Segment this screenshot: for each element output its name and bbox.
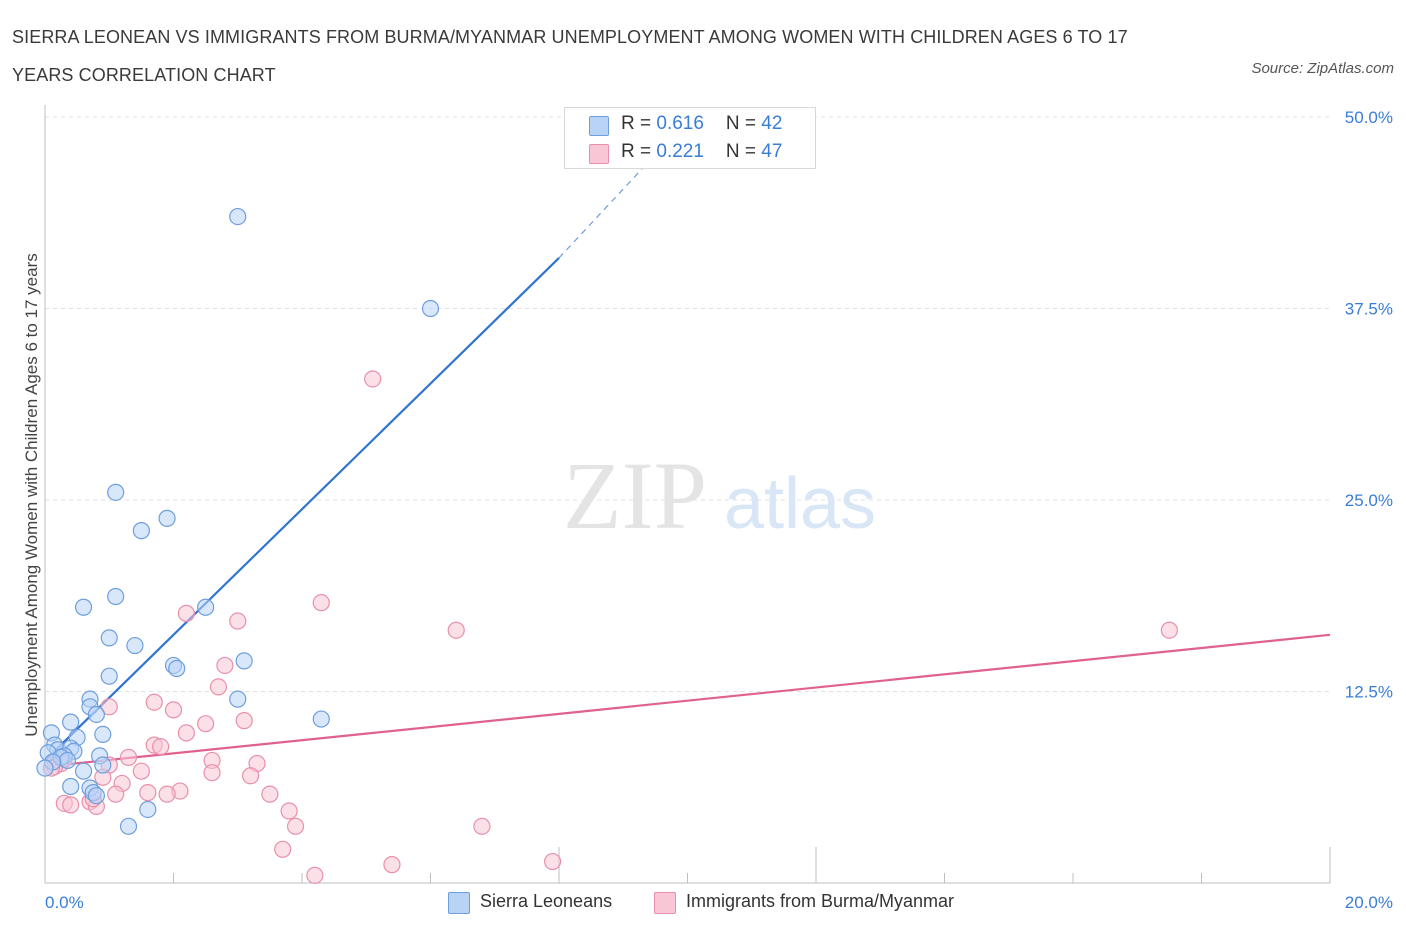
legend-r-label: R = (621, 141, 657, 162)
legend-swatch-blue (589, 116, 609, 136)
bottom-legend-swatch-blue (448, 892, 470, 914)
point-burma (139, 784, 157, 802)
point-burma (164, 701, 183, 719)
y-tick-label: 12.5% (1345, 683, 1393, 702)
point-burma (145, 693, 163, 711)
point-burma (306, 866, 324, 884)
trend-line-sierra-leoneans-extension (558, 161, 650, 259)
point-sierra-leonean (87, 705, 106, 724)
bottom-legend-label: Immigrants from Burma/Myanmar (686, 891, 955, 911)
point-sierra-leonean (62, 777, 80, 796)
point-sierra-leonean (235, 652, 253, 670)
watermark-atlas: atlas (724, 464, 876, 544)
point-burma (177, 724, 195, 742)
point-sierra-leonean (158, 509, 176, 527)
correlation-legend: R = 0.616 N = 42 R = 0.221 N = 47 (564, 107, 816, 169)
point-sierra-leonean (107, 483, 125, 501)
bottom-legend-swatch-pink (654, 892, 676, 914)
point-burma (152, 738, 170, 756)
point-burma (216, 656, 234, 675)
legend-r-value: 0.616 (656, 113, 704, 134)
point-sierra-leonean (229, 207, 247, 226)
point-sierra-leonean (36, 759, 54, 777)
chart-title: SIERRA LEONEAN VS IMMIGRANTS FROM BURMA/… (12, 27, 1128, 85)
point-sierra-leonean (132, 522, 150, 540)
point-burma (274, 840, 292, 858)
point-burma (473, 817, 491, 835)
point-burma (100, 698, 118, 716)
point-burma (261, 785, 279, 803)
point-burma (242, 767, 260, 785)
source-label: Source: ZipAtlas.com (1251, 60, 1394, 77)
point-burma (209, 678, 228, 696)
point-burma (197, 715, 215, 733)
point-burma (107, 785, 125, 803)
point-burma (364, 370, 382, 388)
y-tick-label: 37.5% (1345, 300, 1393, 319)
point-sierra-leonean (126, 636, 144, 655)
point-burma (280, 802, 298, 820)
point-sierra-leonean (421, 299, 440, 318)
tick-labels: 12.5% 25.0% 37.5% 50.0% 0.0% 20.0% (45, 108, 1393, 912)
point-sierra-leonean (74, 762, 93, 780)
point-sierra-leonean (312, 710, 330, 728)
point-sierra-leonean (229, 690, 247, 708)
point-sierra-leonean (62, 713, 80, 731)
legend-n-label: N = (725, 113, 762, 134)
point-sierra-leonean (119, 817, 138, 835)
point-burma (312, 594, 330, 612)
legend-n-label: N = (725, 141, 762, 162)
legend-n-value: 47 (761, 141, 783, 162)
point-burma (158, 785, 176, 803)
point-sierra-leonean (58, 751, 77, 770)
point-sierra-leonean (168, 659, 186, 678)
trend-line-burma (44, 633, 1331, 768)
point-sierra-leonean (94, 725, 112, 743)
grid-lines (45, 116, 1330, 692)
trend-line-sierra-leoneans (44, 257, 560, 762)
x-tick-label: 0.0% (45, 893, 84, 912)
y-tick-label: 50.0% (1345, 108, 1393, 127)
point-burma (235, 712, 253, 730)
legend-swatch-pink (589, 144, 609, 164)
y-tick-label: 25.0% (1345, 491, 1393, 510)
data-points (36, 207, 1178, 884)
watermark: ZIP atlas (563, 442, 876, 549)
x-tick-label: 20.0% (1345, 893, 1393, 912)
point-burma (132, 762, 150, 780)
point-burma (447, 621, 465, 639)
legend-r-value: 0.221 (656, 141, 704, 162)
point-sierra-leonean (100, 629, 118, 647)
point-burma (383, 856, 401, 874)
point-burma (543, 852, 562, 871)
y-axis-title: Unemployment Among Women with Children A… (22, 253, 41, 737)
legend-n-value: 42 (761, 113, 783, 134)
point-sierra-leonean (87, 787, 106, 805)
point-sierra-leonean (74, 598, 93, 616)
point-burma (119, 748, 138, 766)
watermark-zip: ZIP (563, 442, 707, 549)
point-sierra-leonean (107, 587, 125, 606)
point-burma (203, 764, 221, 782)
point-burma (229, 612, 247, 630)
point-burma (62, 796, 80, 814)
point-burma (1160, 621, 1178, 639)
point-sierra-leonean (100, 667, 118, 685)
point-burma (177, 604, 195, 622)
point-sierra-leonean (94, 756, 112, 774)
legend-r-label: R = (621, 113, 657, 134)
point-burma (286, 817, 305, 835)
trend-lines (44, 161, 1331, 768)
bottom-legend-label: Sierra Leoneans (480, 891, 613, 911)
point-sierra-leonean (197, 598, 215, 616)
point-sierra-leonean (139, 800, 157, 819)
